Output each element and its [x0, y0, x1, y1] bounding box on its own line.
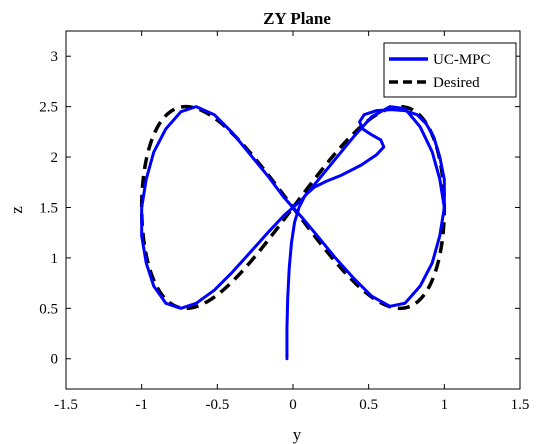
- x-tick-label: -0.5: [205, 397, 229, 413]
- y-tick-label: 1: [51, 251, 59, 267]
- plot-area: [139, 104, 447, 361]
- series-uc-mpc-line: [140, 105, 446, 361]
- x-tick-label: 0: [289, 397, 297, 413]
- axis-ticks: -1.5 -1 -0.5 0 0.5 1 1.5 0 0.5 1 1.5 2 2.5 3: [39, 31, 529, 413]
- legend-label-desired: Desired: [433, 75, 480, 91]
- y-tick-label: 3: [51, 49, 59, 65]
- x-tick-label: 1: [441, 397, 449, 413]
- y-tick-label: 2: [51, 150, 59, 166]
- x-tick-label: -1: [135, 397, 148, 413]
- chart-title: ZY Plane: [263, 9, 331, 28]
- legend-box: [383, 42, 517, 98]
- y-tick-label: 0: [51, 352, 59, 368]
- y-tick-label: 1.5: [39, 200, 58, 216]
- y-axis-label: z: [7, 206, 26, 214]
- x-axis-label: y: [293, 425, 302, 444]
- legend: UC-MPC Desired: [383, 42, 517, 98]
- legend-label-uc-mpc: UC-MPC: [433, 52, 491, 68]
- y-tick-label: 2.5: [39, 100, 58, 116]
- x-tick-label: 1.5: [511, 397, 530, 413]
- y-tick-label: 0.5: [39, 301, 58, 317]
- x-tick-label: 0.5: [359, 397, 378, 413]
- x-tick-label: -1.5: [54, 397, 78, 413]
